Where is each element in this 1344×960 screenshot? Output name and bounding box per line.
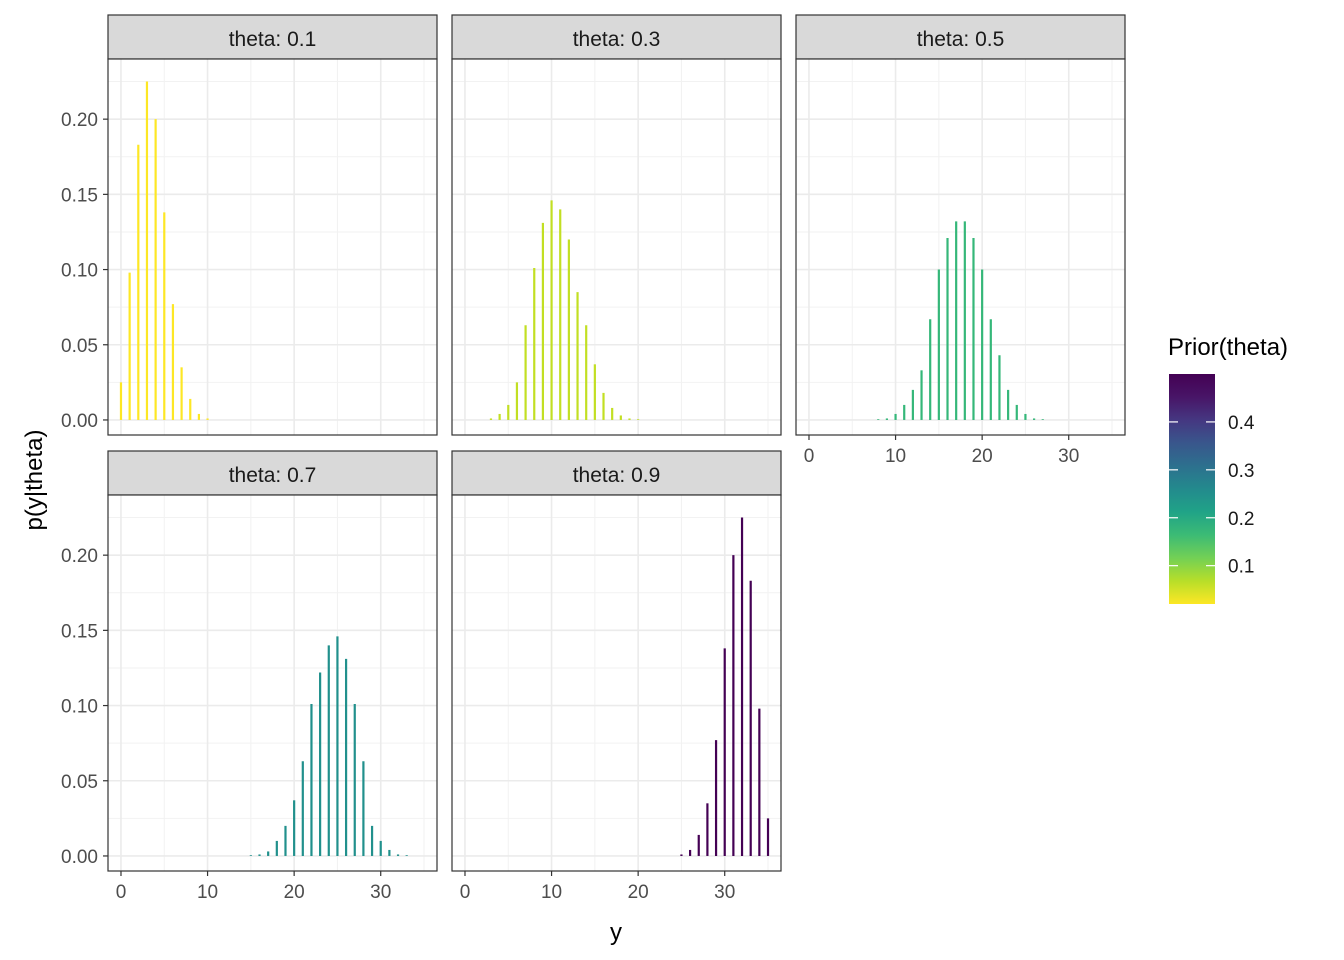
facet-panel: theta: 0.3 [451, 14, 782, 436]
bar-series [249, 636, 408, 856]
x-tick-label: 10 [885, 446, 906, 467]
y-tick-label: 0.00 [61, 847, 98, 868]
facet-strip [451, 14, 782, 60]
facet-panel: theta: 0.7 0.00 0.05 0.10 0.15 0.20 0 10 20 30 [61, 450, 438, 903]
legend: Prior(theta) 0.1 0.2 0.3 0.4 [1168, 334, 1288, 604]
facet-strip-label: theta: 0.7 [229, 464, 317, 487]
panel-border [451, 58, 782, 436]
facet-strip [451, 450, 782, 496]
y-tick-label: 0.05 [61, 772, 98, 793]
y-tick-label: 0.15 [61, 185, 98, 206]
facet-panels: theta: 0.1 0.00 0.05 0.10 0.15 0.20 theta: 0.3… [61, 14, 1126, 903]
panel-border [107, 58, 438, 436]
legend-tick-label: 0.3 [1228, 461, 1254, 482]
x-axis: 0 10 20 30 [460, 871, 735, 903]
panel-border [451, 494, 782, 872]
facet-strip-label: theta: 0.9 [573, 464, 661, 487]
y-tick-label: 0.00 [61, 411, 98, 432]
legend-colorbar [1169, 374, 1215, 604]
facet-strip [795, 14, 1126, 60]
bar-series [877, 221, 1044, 420]
bar-series [489, 200, 640, 420]
bar-series [119, 81, 209, 420]
x-tick-label: 0 [460, 882, 471, 903]
x-tick-label: 30 [714, 882, 735, 903]
y-axis: 0.00 0.05 0.10 0.15 0.20 [61, 110, 108, 432]
facet-strip [107, 450, 438, 496]
gridlines [108, 495, 437, 871]
facet-strip-label: theta: 0.5 [917, 28, 1005, 51]
bar-series [680, 517, 770, 856]
x-tick-label: 10 [541, 882, 562, 903]
facet-panel: theta: 0.5 0 10 20 30 [795, 14, 1126, 467]
gridlines [452, 59, 781, 435]
x-tick-label: 20 [628, 882, 649, 903]
y-tick-label: 0.05 [61, 336, 98, 357]
panel-border [795, 58, 1126, 436]
x-axis: 0 10 20 30 [116, 871, 391, 903]
legend-ticks: 0.1 0.2 0.3 0.4 [1169, 413, 1255, 578]
panel-border [107, 494, 438, 872]
facet-panel: theta: 0.9 0 10 20 30 [451, 450, 782, 903]
y-tick-label: 0.20 [61, 110, 98, 131]
x-axis-title: y [610, 919, 622, 946]
plot-background [452, 59, 781, 435]
y-tick-label: 0.15 [61, 621, 98, 642]
x-tick-label: 0 [116, 882, 127, 903]
y-tick-label: 0.10 [61, 697, 98, 718]
x-tick-label: 30 [1058, 446, 1079, 467]
plot-background [796, 59, 1125, 435]
legend-title: Prior(theta) [1168, 334, 1288, 361]
x-tick-label: 30 [370, 882, 391, 903]
x-axis: 0 10 20 30 [804, 435, 1079, 467]
legend-tick-label: 0.2 [1228, 509, 1254, 530]
facet-strip-label: theta: 0.3 [573, 28, 661, 51]
x-tick-label: 0 [804, 446, 815, 467]
plot-background [452, 495, 781, 871]
y-axis-title: p(y|theta) [21, 430, 48, 531]
y-axis: 0.00 0.05 0.10 0.15 0.20 [61, 546, 108, 868]
y-tick-label: 0.20 [61, 546, 98, 567]
plot-background [108, 59, 437, 435]
facet-strip-label: theta: 0.1 [229, 28, 317, 51]
x-tick-label: 20 [284, 882, 305, 903]
x-tick-label: 10 [197, 882, 218, 903]
legend-tick-label: 0.4 [1228, 413, 1255, 434]
x-tick-label: 20 [972, 446, 993, 467]
plot-background [108, 495, 437, 871]
facet-panel: theta: 0.1 0.00 0.05 0.10 0.15 0.20 [61, 14, 438, 436]
legend-tick-label: 0.1 [1228, 557, 1254, 578]
y-tick-label: 0.10 [61, 261, 98, 282]
facet-strip [107, 14, 438, 60]
